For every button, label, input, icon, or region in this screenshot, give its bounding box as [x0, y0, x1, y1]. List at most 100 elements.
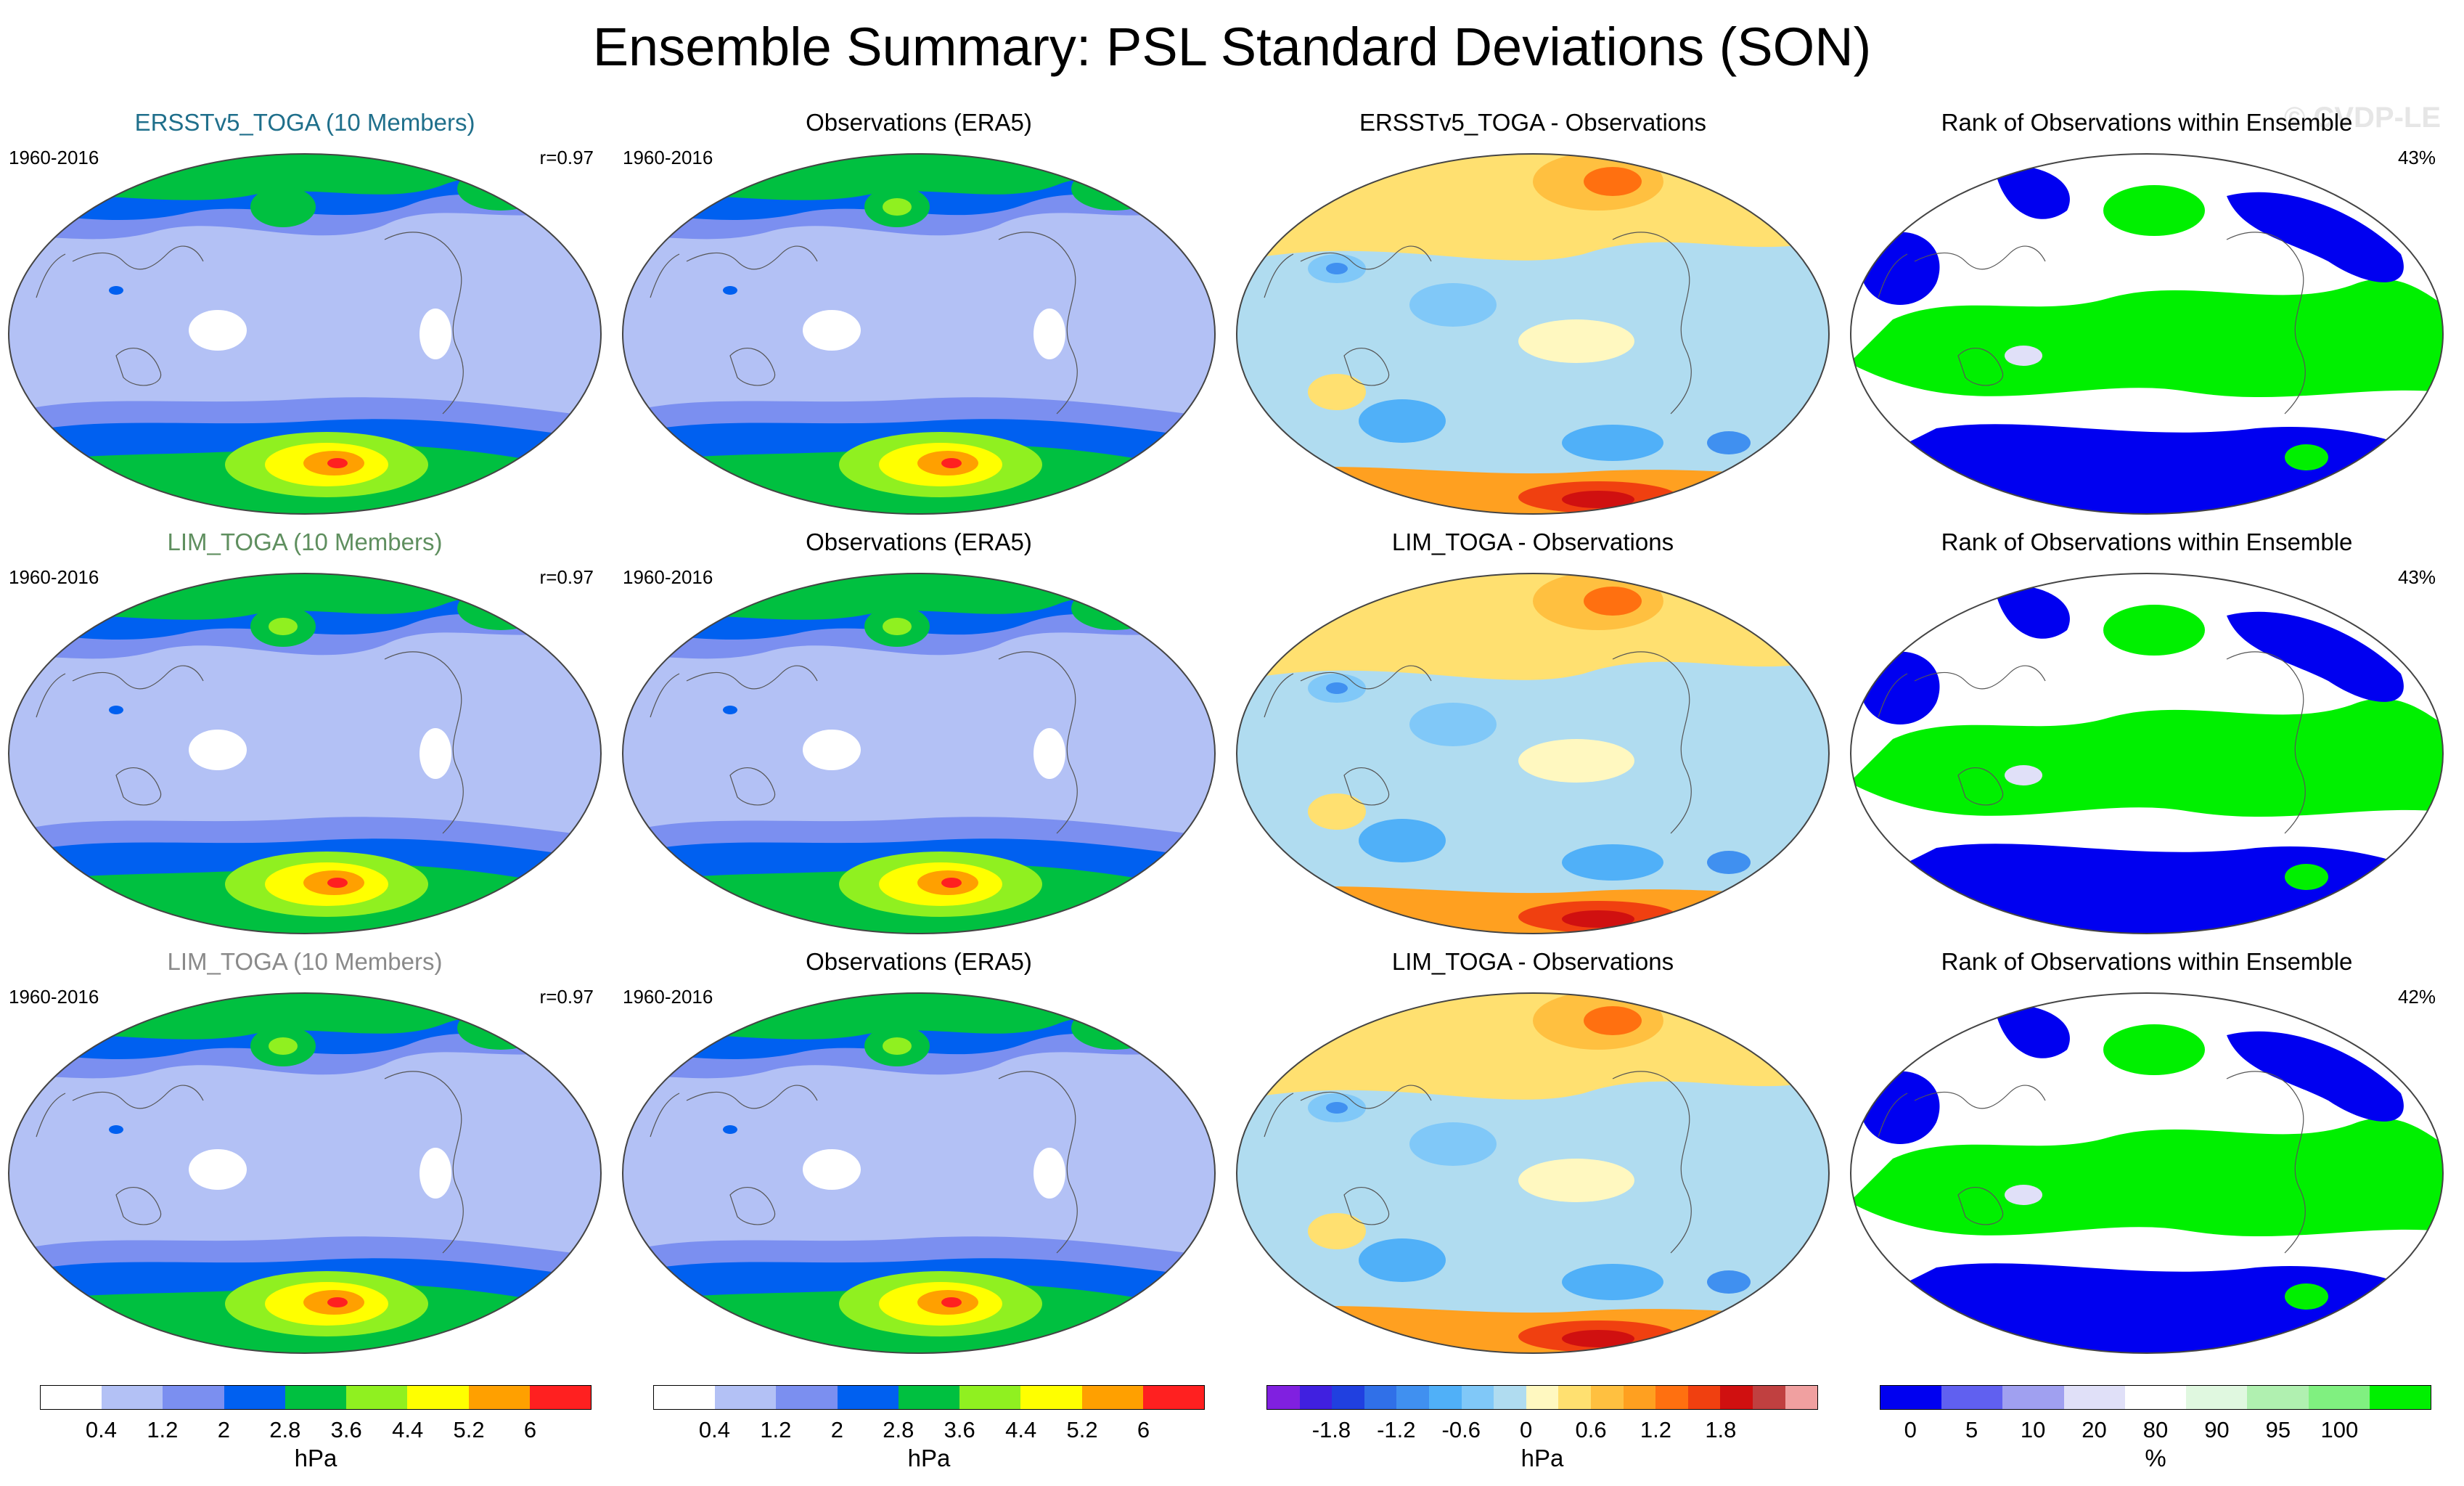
south-high-rank: [2285, 444, 2328, 470]
indian-warm: [1308, 1213, 1366, 1249]
coast-australia: [729, 348, 776, 386]
colorbar-swatch: [1364, 1386, 1397, 1409]
north-center-b: [457, 587, 544, 630]
tropic-low-a: [803, 1149, 861, 1190]
diff-field: [1237, 573, 1829, 934]
antarctic-warm-peak: [1562, 491, 1634, 508]
map-border: [1236, 573, 1830, 934]
coast-australia: [1957, 767, 2004, 806]
map-plot: [1236, 992, 1830, 1354]
panel-period: 1960-2016: [623, 566, 713, 588]
coast-americas: [998, 1071, 1078, 1254]
colorbar-swatch: [2369, 1386, 2431, 1409]
coast-australia: [729, 1187, 776, 1225]
colorbar-swatch: [1623, 1386, 1656, 1409]
colorbar-tick-label: 1.2: [760, 1417, 792, 1442]
panel-title: LIM_TOGA - Observations: [1391, 528, 1674, 555]
coast-australia: [1957, 1187, 2004, 1225]
coast-americas: [998, 232, 1078, 415]
colorbar-std: 0.4 1.2 2 2.8 3.6 4.4 5.2 6 hPa: [653, 1385, 1205, 1479]
north-center-b: [1071, 1006, 1158, 1050]
coast-australia: [115, 767, 162, 806]
colorbar-tick-label: 6: [523, 1417, 537, 1442]
colorbar-swatch: [2247, 1386, 2309, 1409]
asia-spot: [109, 286, 123, 295]
north-center-a: [250, 187, 316, 227]
coast-asia: [72, 665, 204, 690]
panel-title: Observations (ERA5): [806, 528, 1032, 555]
coastlines: [1878, 232, 2306, 415]
coast-africa: [650, 253, 680, 298]
colorbar-tick-label: 0: [1520, 1417, 1533, 1442]
colorbar-swatches: [40, 1385, 592, 1410]
rank-field: [1851, 154, 2443, 514]
tropic-low-b: [1034, 728, 1065, 779]
panel-stat: 43%: [2397, 566, 2436, 588]
mid-rank-patch: [2005, 346, 2042, 366]
coast-americas: [2226, 1071, 2306, 1254]
tropic-low-a: [189, 310, 247, 351]
north-warm-peak: [1584, 167, 1642, 196]
north-center-b: [1071, 587, 1158, 630]
colorbar-tick-label: 5.2: [1066, 1417, 1098, 1442]
map-border: [622, 153, 1216, 515]
colorbar-swatch: [1526, 1386, 1559, 1409]
north-warm: [1237, 993, 1829, 1101]
coast-asia: [1914, 665, 2046, 690]
coast-australia: [115, 1187, 162, 1225]
asia-spot: [723, 1125, 737, 1134]
colorbar-swatch: [1461, 1386, 1494, 1409]
map-panel: ERSSTv5_TOGA (10 Members) 1960-2016 r=0.97: [0, 109, 610, 515]
std-field: [9, 154, 601, 514]
colorbar-swatch: [41, 1386, 102, 1409]
coast-americas: [2226, 651, 2306, 834]
north-peak: [269, 1037, 298, 1055]
coast-australia: [1343, 348, 1390, 386]
south-peak: [327, 1297, 348, 1307]
north-low-rank-b: [1994, 1005, 2070, 1058]
asia-spot: [109, 1125, 123, 1134]
southern-cool-b: [1562, 425, 1663, 461]
tropic-low-a: [189, 1149, 247, 1190]
colorbar-std: 0.4 1.2 2 2.8 3.6 4.4 5.2 6 hPa: [40, 1385, 592, 1479]
north-warm: [1237, 573, 1829, 681]
pacific-cool: [1409, 1122, 1497, 1166]
north-low-rank-c: [2227, 192, 2404, 282]
coast-asia: [1300, 1085, 1432, 1109]
panel-title: Observations (ERA5): [806, 948, 1032, 975]
coastlines: [1264, 1071, 1692, 1254]
colorbar-tick-label: 2: [830, 1417, 843, 1442]
map-border: [8, 153, 602, 515]
colorbar-tick-label: 2.8: [269, 1417, 301, 1442]
colorbar-swatch: [1428, 1386, 1462, 1409]
colorbar-swatch: [163, 1386, 224, 1409]
north-peak-west: [22, 993, 138, 1021]
figure-title: Ensemble Summary: PSL Standard Deviation…: [592, 17, 1872, 77]
colorbar-swatch: [1332, 1386, 1364, 1409]
std-field: [9, 993, 601, 1353]
coast-asia: [686, 1085, 818, 1109]
colorbar-tick-label: 5.2: [453, 1417, 485, 1442]
colorbar-tick-label: 1.8: [1705, 1417, 1737, 1442]
std-field: [9, 573, 601, 934]
coast-asia: [1300, 245, 1432, 270]
map-panel: Rank of Observations within Ensemble 43%: [1842, 109, 2452, 515]
map-panel: LIM_TOGA - Observations: [1228, 948, 1838, 1355]
colorbar-tick-label: -0.6: [1441, 1417, 1481, 1442]
colorbar-tick-label: 0.4: [698, 1417, 730, 1442]
asia-spot: [723, 706, 737, 714]
colorbar-swatches: [653, 1385, 1205, 1410]
tropic-low-b: [419, 728, 451, 779]
colorbar-swatch: [1142, 1386, 1204, 1409]
southern-cool-c: [1707, 1270, 1751, 1294]
panel-title: Rank of Observations within Ensemble: [1941, 528, 2353, 555]
north-peak: [269, 618, 298, 635]
south-low-rank: [1851, 1263, 2443, 1353]
north-peak-west: [636, 573, 752, 601]
colorbar-swatch: [1081, 1386, 1143, 1409]
coastlines: [650, 651, 1078, 834]
map-plot: [8, 573, 602, 934]
colorbar-tick-label: 1.2: [1640, 1417, 1672, 1442]
panel-stat: r=0.97: [539, 566, 594, 588]
map-panel: Rank of Observations within Ensemble 42%: [1842, 948, 2452, 1355]
